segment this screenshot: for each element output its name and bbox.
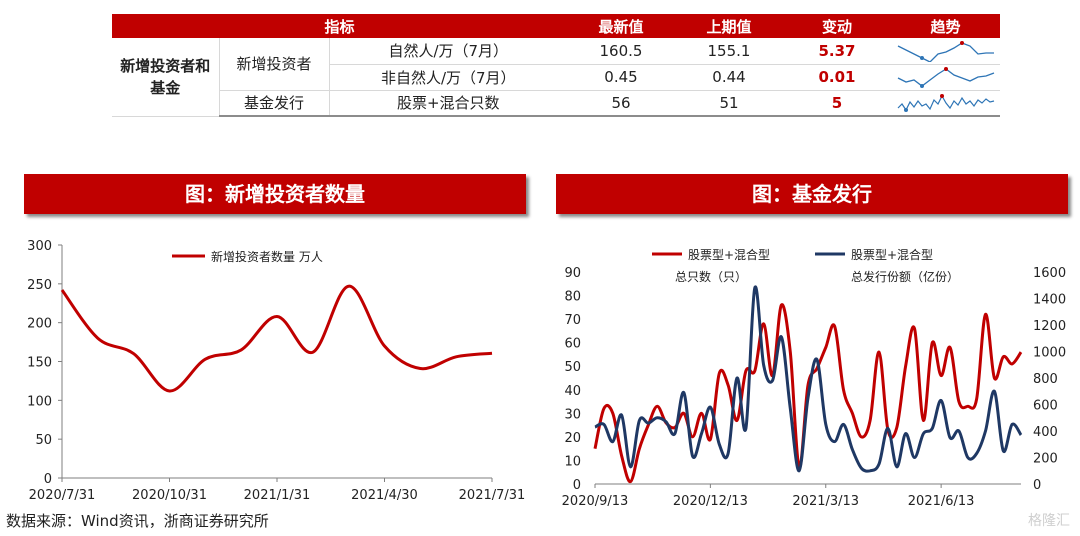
legend-label-line2: 总只数（只） bbox=[675, 269, 747, 284]
subgroup-label: 基金发行 bbox=[219, 90, 330, 117]
row-latest: 56 bbox=[567, 90, 675, 117]
x-tick-label: 2020/7/31 bbox=[29, 488, 96, 503]
legend-label-line1: 股票型+混合型 bbox=[851, 247, 933, 262]
row-change: 0.01 bbox=[783, 64, 891, 91]
left-y-tick-label: 20 bbox=[564, 431, 581, 446]
legend-label-line2: 总发行份额（亿份） bbox=[851, 269, 959, 284]
header-indicator: 指标 bbox=[112, 14, 567, 38]
row-latest: 160.5 bbox=[567, 38, 675, 65]
row-label: 非自然人/万（7月） bbox=[329, 64, 567, 91]
row-label: 自然人/万（7月） bbox=[329, 38, 567, 65]
trend-sparkline bbox=[897, 40, 994, 62]
table-row: 新增投资者和基金 新增投资者 自然人/万（7月） 160.5 155.1 5.3… bbox=[112, 38, 1000, 117]
y-tick-label: 50 bbox=[35, 433, 52, 448]
left-y-tick-label: 50 bbox=[564, 360, 581, 375]
x-tick-label: 2021/1/31 bbox=[244, 488, 311, 503]
trend-min-dot bbox=[919, 84, 924, 88]
row-previous: 0.44 bbox=[675, 64, 783, 91]
x-tick-label: 2021/6/13 bbox=[908, 494, 975, 509]
right-y-tick-label: 800 bbox=[1033, 372, 1058, 387]
row-trend bbox=[891, 38, 1000, 65]
x-tick-label: 2020/9/13 bbox=[562, 494, 629, 509]
legend-label-line1: 股票型+混合型 bbox=[688, 247, 770, 262]
right-y-tick-label: 1000 bbox=[1033, 346, 1066, 361]
left-chart-banner: 图：新增投资者数量 bbox=[24, 174, 526, 214]
trend-sparkline bbox=[897, 93, 994, 112]
right-y-tick-label: 600 bbox=[1033, 399, 1058, 414]
legend-label: 新增投资者数量 万人 bbox=[211, 249, 323, 264]
y-tick-label: 150 bbox=[27, 356, 52, 371]
left-y-tick-label: 30 bbox=[564, 407, 581, 422]
left-y-tick-label: 40 bbox=[564, 384, 581, 399]
source-note: 数据来源：Wind资讯，浙商证券研究所 bbox=[6, 512, 269, 530]
row-change: 5 bbox=[783, 90, 891, 117]
header-trend: 趋势 bbox=[891, 14, 1000, 38]
summary-table: 指标 最新值 上期值 变动 趋势 新增投资者和基金 新增投资者 自然人/万（7月… bbox=[112, 14, 1000, 117]
investor-line-chart: 0 50 100 150 200 250 300 2020/7/31 2020/10/31 202… bbox=[27, 239, 526, 503]
table-row: 非自然人/万（7月） 0.45 0.44 0.01 bbox=[112, 64, 1000, 91]
table-header-row: 指标 最新值 上期值 变动 趋势 bbox=[112, 14, 1000, 38]
trend-min-dot bbox=[903, 107, 908, 112]
y-tick-label: 250 bbox=[27, 278, 52, 293]
group-label: 新增投资者和基金 bbox=[112, 38, 220, 117]
trend-sparkline-line bbox=[897, 42, 994, 62]
y-tick-label: 100 bbox=[27, 394, 52, 409]
x-tick-label: 2020/12/13 bbox=[673, 494, 748, 509]
x-tick-label: 2021/4/30 bbox=[351, 488, 418, 503]
x-tick-label: 2020/10/31 bbox=[132, 488, 207, 503]
trend-max-dot bbox=[959, 40, 964, 45]
trend-min-dot bbox=[919, 55, 924, 60]
x-tick-label: 2021/3/13 bbox=[792, 494, 859, 509]
row-latest: 0.45 bbox=[567, 64, 675, 91]
right-y-tick-label: 200 bbox=[1033, 452, 1058, 467]
left-y-tick-label: 60 bbox=[564, 337, 581, 352]
left-y-tick-label: 90 bbox=[564, 266, 581, 281]
right-chart-banner: 图：基金发行 bbox=[556, 174, 1068, 214]
right-y-tick-label: 1400 bbox=[1033, 293, 1066, 308]
header-change: 变动 bbox=[783, 14, 891, 38]
y-tick-label: 200 bbox=[27, 317, 52, 332]
right-y-tick-label: 1200 bbox=[1033, 319, 1066, 334]
group-label-text: 新增投资者和基金 bbox=[120, 56, 211, 97]
row-trend bbox=[891, 64, 1000, 91]
right-y-tick-label: 1600 bbox=[1033, 266, 1066, 281]
row-label: 股票+混合只数 bbox=[329, 90, 567, 117]
header-latest: 最新值 bbox=[567, 14, 675, 38]
y-tick-label: 0 bbox=[44, 472, 52, 487]
left-y-tick-label: 10 bbox=[564, 454, 581, 469]
header-previous: 上期值 bbox=[675, 14, 783, 38]
right-y-tick-label: 0 bbox=[1033, 478, 1041, 493]
left-y-tick-label: 70 bbox=[564, 313, 581, 328]
trend-sparkline bbox=[897, 67, 994, 88]
row-change: 5.37 bbox=[783, 38, 891, 65]
row-previous: 155.1 bbox=[675, 38, 783, 65]
subgroup-label: 新增投资者 bbox=[219, 38, 330, 91]
table-row: 基金发行 股票+混合只数 56 51 5 bbox=[112, 90, 1000, 117]
watermark: 格隆汇 bbox=[1028, 513, 1070, 529]
x-tick-label: 2021/7/31 bbox=[459, 488, 526, 503]
row-previous: 51 bbox=[675, 90, 783, 117]
left-y-tick-label: 80 bbox=[564, 290, 581, 305]
trend-sparkline-line bbox=[897, 94, 994, 111]
y-tick-label: 300 bbox=[27, 239, 52, 254]
trend-max-dot bbox=[939, 93, 944, 98]
left-y-tick-label: 0 bbox=[573, 478, 581, 493]
series-line-new-investors bbox=[60, 284, 493, 393]
series-line-fund-shares bbox=[594, 285, 1023, 473]
fund-issuance-line-chart: 0 10 20 30 40 50 60 70 80 90 0 200 400 600 800 1000 1200… bbox=[562, 247, 1066, 509]
right-y-tick-label: 400 bbox=[1033, 425, 1058, 440]
trend-max-dot bbox=[943, 67, 948, 71]
row-trend bbox=[891, 90, 1000, 117]
